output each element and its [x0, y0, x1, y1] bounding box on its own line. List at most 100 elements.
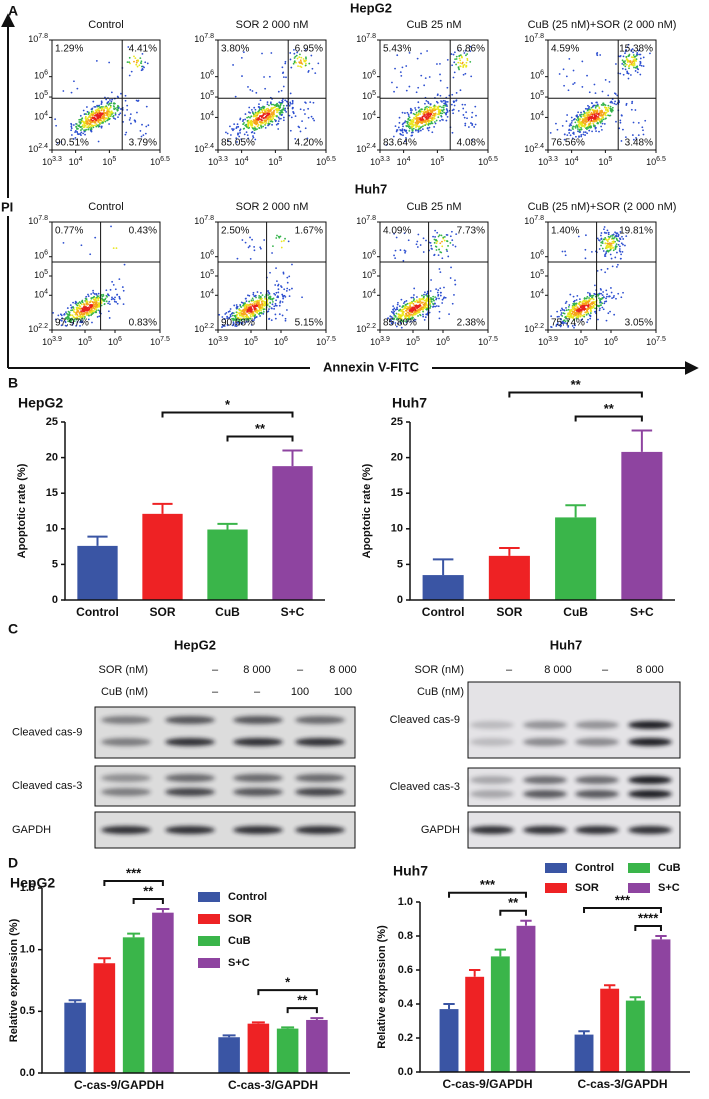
event-dot [432, 235, 434, 238]
event-dot [250, 115, 253, 118]
event-dot [140, 60, 143, 63]
event-dot [282, 107, 285, 109]
event-dot [578, 122, 581, 125]
event-dot [101, 108, 103, 110]
event-dot [581, 123, 584, 125]
event-dot [91, 321, 93, 324]
event-dot [583, 313, 586, 316]
event-dot [412, 120, 415, 123]
error-bar [156, 907, 170, 913]
event-dot [582, 131, 585, 134]
blot-band [470, 826, 514, 834]
event-dot [260, 307, 263, 310]
event-dot [410, 308, 412, 311]
event-dot [279, 235, 282, 238]
event-dot [73, 320, 76, 323]
event-dot [465, 111, 468, 114]
event-dot [96, 113, 99, 116]
event-dot [588, 117, 591, 120]
event-dot [429, 103, 432, 106]
event-dot [72, 322, 75, 325]
event-dot [285, 309, 288, 311]
event-dot [632, 138, 635, 141]
event-dot [251, 131, 254, 133]
event-dot [586, 132, 589, 135]
event-dot [394, 322, 397, 324]
event-dot [608, 242, 611, 244]
tick-base: 10 [478, 337, 488, 347]
event-dot [72, 301, 74, 304]
event-dot [600, 298, 603, 301]
event-dot [441, 298, 444, 301]
event-dot [142, 65, 144, 68]
event-dot [307, 107, 310, 110]
event-dot [106, 117, 109, 120]
tick-exp: 6 [540, 70, 544, 77]
event-dot [262, 107, 265, 110]
y-tick-label: 107.8 [524, 33, 544, 45]
error-bar [310, 1017, 324, 1020]
event-dot [433, 104, 436, 107]
event-dot [142, 134, 145, 137]
event-dot [81, 120, 83, 123]
y-tick-label: 105 [34, 269, 48, 281]
event-dot [79, 122, 82, 124]
sig-label: ** [255, 421, 266, 436]
event-dot [416, 240, 419, 243]
event-dot [439, 105, 441, 108]
y-tick-label: 0.0 [20, 1067, 35, 1079]
event-dot [244, 118, 247, 121]
event-dot [603, 228, 605, 231]
event-dot [608, 80, 611, 83]
y-tick-label: 105 [200, 269, 214, 281]
event-dot [632, 121, 635, 124]
event-dot [475, 114, 477, 117]
blot-band [165, 788, 215, 796]
event-dot [401, 131, 404, 134]
event-dot [100, 293, 103, 296]
event-dot [92, 289, 94, 292]
event-dot [572, 315, 574, 318]
tick-exp: 4 [210, 110, 214, 117]
event-dot [390, 319, 392, 322]
blot-band [295, 788, 345, 796]
event-dot [402, 311, 405, 314]
event-dot [580, 116, 583, 118]
chart-title: Huh7 [392, 395, 427, 411]
event-dot [293, 49, 295, 51]
event-dot [235, 137, 238, 140]
event-dot [56, 142, 59, 144]
event-dot [229, 315, 232, 318]
event-dot [255, 296, 257, 299]
tick-base: 10 [194, 216, 204, 226]
event-dot [573, 326, 575, 329]
event-dot [93, 305, 96, 308]
event-dot [429, 290, 432, 292]
event-dot [94, 297, 97, 299]
event-dot [119, 112, 122, 115]
event-dot [79, 305, 82, 308]
event-dot [248, 111, 250, 114]
event-dot [300, 62, 303, 65]
event-dot [580, 301, 582, 304]
event-dot [94, 124, 97, 127]
event-dot [579, 311, 582, 314]
event-dot [85, 306, 87, 308]
event-dot [287, 240, 290, 243]
event-dot [454, 279, 456, 282]
event-dot [236, 257, 239, 260]
event-dot [308, 62, 311, 65]
event-dot [622, 238, 625, 240]
event-dot [258, 296, 261, 299]
event-dot [419, 129, 422, 132]
event-dot [85, 298, 88, 300]
tick-base: 10 [34, 251, 44, 261]
event-dot [424, 110, 427, 113]
event-dot [89, 253, 92, 256]
event-dot [394, 67, 396, 70]
event-dot [258, 295, 261, 297]
event-dot [581, 60, 584, 63]
event-dot [410, 320, 412, 323]
event-dot [268, 75, 271, 78]
tick-exp: 5 [44, 90, 48, 97]
